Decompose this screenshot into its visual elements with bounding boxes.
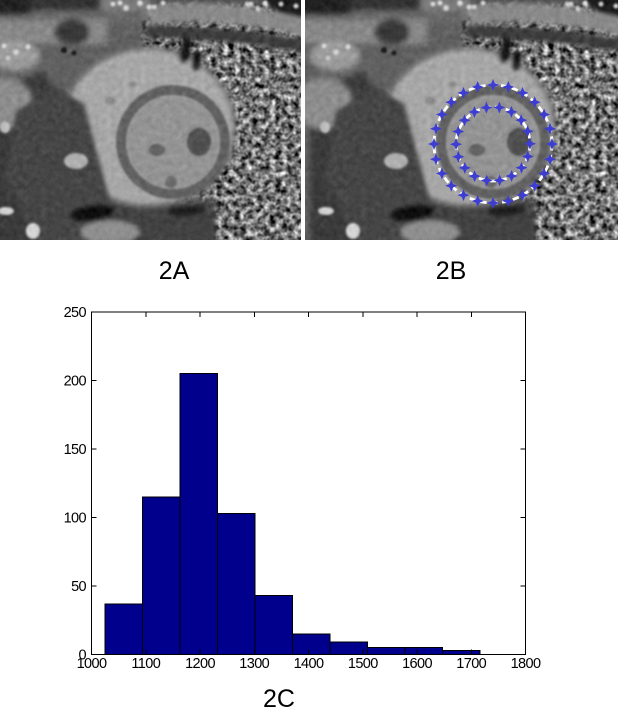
svg-text:1600: 1600 [402,656,432,672]
svg-text:0: 0 [79,648,87,664]
svg-text:250: 250 [64,305,87,321]
svg-text:2C: 2C [263,685,295,713]
svg-text:1300: 1300 [239,656,269,672]
svg-text:2A: 2A [159,257,190,285]
svg-text:150: 150 [64,442,87,458]
svg-text:1000: 1000 [77,656,107,672]
svg-text:1500: 1500 [348,656,378,672]
svg-text:1700: 1700 [456,656,486,672]
svg-text:1800: 1800 [511,656,541,672]
svg-text:50: 50 [71,579,86,595]
svg-text:1400: 1400 [294,656,324,672]
svg-text:1200: 1200 [185,656,215,672]
svg-text:2B: 2B [436,257,467,285]
svg-text:1100: 1100 [131,656,160,672]
svg-text:100: 100 [64,511,87,527]
svg-text:200: 200 [64,374,87,390]
